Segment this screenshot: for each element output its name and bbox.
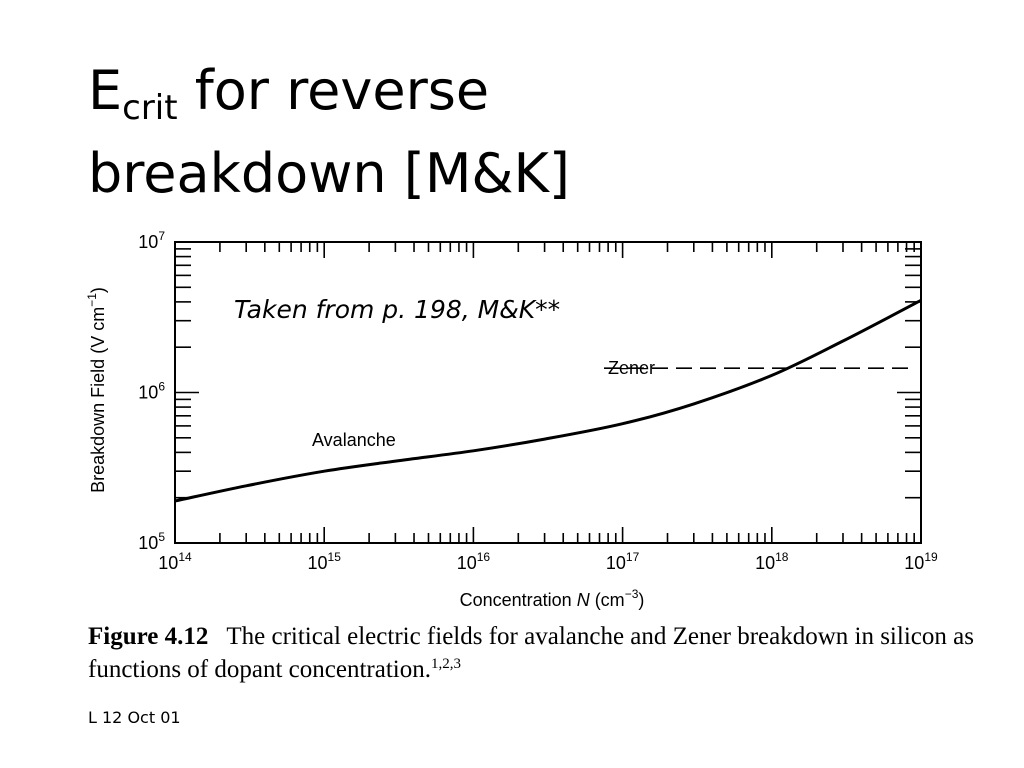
figure-number: Figure 4.12 xyxy=(88,623,209,650)
y-tick-label: 107 xyxy=(138,229,165,252)
series-label-avalanche: Avalanche xyxy=(312,430,396,450)
title-line2: breakdown [M&K] xyxy=(88,142,570,205)
plot-frame xyxy=(174,241,922,544)
breakdown-field-chart: 1014 1015 1016 1017 1018 1019 105 106 107 Concen… xyxy=(85,229,938,610)
x-tick-label: 1019 xyxy=(904,550,938,573)
tick-marks-group xyxy=(174,242,921,544)
chart-note: Taken from p. 198, M&K** xyxy=(234,295,560,324)
x-tick-label: 1018 xyxy=(755,550,789,573)
caption-text: The critical electric fields for avalanc… xyxy=(88,623,974,683)
title-subscript: crit xyxy=(122,88,178,128)
slide-footer: L 12 Oct 01 xyxy=(88,708,181,727)
x-tick-label: 1016 xyxy=(457,550,491,573)
y-tick-label: 105 xyxy=(138,530,165,553)
x-tick-label: 1017 xyxy=(606,550,640,573)
title-rest: for reverse xyxy=(177,59,490,122)
y-tick-label: 106 xyxy=(138,380,165,403)
plot-frame-group xyxy=(174,241,922,544)
caption-references: 1,2,3 xyxy=(430,656,461,672)
slide-title: Ecrit for reverse breakdown [M&K] xyxy=(88,58,570,207)
y-axis-label: Breakdown Field (V cm−1) xyxy=(85,287,108,493)
series-label-zener: Zener xyxy=(608,358,655,378)
series-line-avalanche xyxy=(174,298,922,503)
figure-caption: Figure 4.12 The critical electric fields … xyxy=(88,620,988,686)
x-axis-label: Concentration N (cm−3) xyxy=(460,587,645,610)
title-main: E xyxy=(88,59,123,122)
tick-labels-group: 1014 1015 1016 1017 1018 1019 105 106 107 xyxy=(138,229,938,573)
x-tick-label: 1014 xyxy=(158,550,192,573)
series-group xyxy=(174,298,922,503)
x-tick-label: 1015 xyxy=(308,550,342,573)
